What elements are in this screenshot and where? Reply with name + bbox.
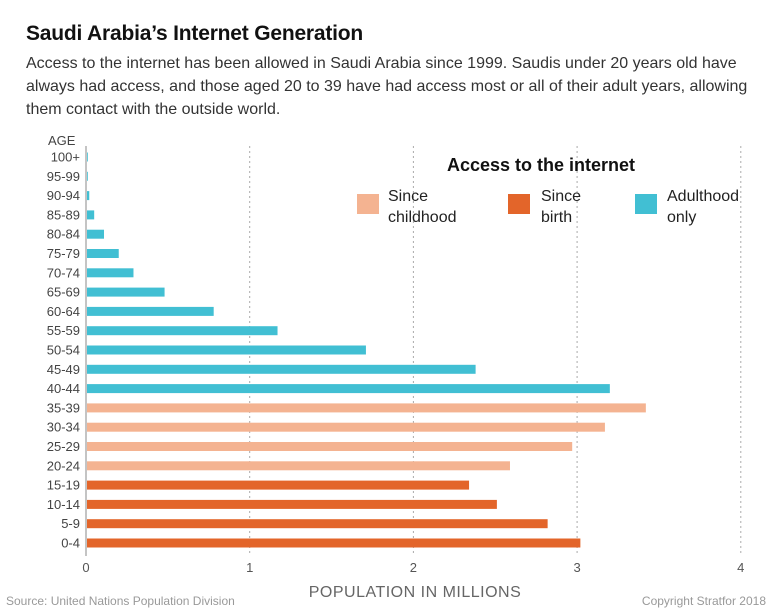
x-tick-4: 4 [737,560,744,575]
age-label-15-19: 15-19 [47,478,80,493]
source-note: Source: United Nations Population Divisi… [6,594,235,608]
legend: Access to the internet Since childhood S… [357,155,739,226]
bar-90-94 [87,191,90,201]
x-tick-2: 2 [410,560,417,575]
bar-65-69 [87,287,165,297]
copyright-note: Copyright Stratfor 2018 [641,594,766,608]
age-label-70-74: 70-74 [47,265,80,280]
legend-label-since-birth-line1: Since [541,188,581,205]
bar-75-79 [87,249,119,258]
age-labels: 100+ 95-99 90-94 85-89 80-84 75-79 70-74 65-69 6… [47,150,80,551]
x-axis-title: POPULATION IN MILLIONS [309,584,522,601]
age-label-60-64: 60-64 [47,304,80,319]
bar-80-84 [87,229,105,239]
age-label-75-79: 75-79 [47,246,80,261]
age-label-95-99: 95-99 [47,169,80,184]
legend-label-since-childhood-line1: Since [388,188,428,205]
bar-70-74 [87,268,134,278]
bar-60-64 [87,306,214,316]
bar-100+ [87,152,88,162]
x-tick-1: 1 [246,560,253,575]
legend-label-since-childhood-line2: childhood [388,209,457,226]
legend-label-adulthood-only-line2: only [667,209,696,226]
age-label-65-69: 65-69 [47,285,80,300]
bar-0-4 [87,538,581,548]
age-label-5-9: 5-9 [61,516,80,531]
y-axis-title: AGE [48,133,76,148]
bar-10-14 [87,499,497,509]
age-label-45-49: 45-49 [47,362,80,377]
bar-85-89 [87,210,95,220]
bar-25-29 [87,442,573,451]
age-label-80-84: 80-84 [47,227,80,242]
bar-55-59 [87,326,278,336]
chart-title: Saudi Arabia’s Internet Generation [26,22,364,45]
age-label-55-59: 55-59 [47,323,80,338]
x-tick-3: 3 [573,560,580,575]
age-label-40-44: 40-44 [47,381,80,396]
x-tick-0: 0 [82,560,89,575]
bar-5-9 [87,519,548,529]
age-label-50-54: 50-54 [47,343,80,358]
x-axis-ticks: 0 1 2 3 4 [82,560,744,575]
chart-subtitle: Access to the internet has been allowed … [26,55,748,118]
age-label-10-14: 10-14 [47,497,80,512]
age-label-35-39: 35-39 [47,400,80,415]
bar-35-39 [87,403,646,413]
legend-swatch-since-childhood [357,194,379,214]
age-label-90-94: 90-94 [47,188,80,203]
bar-45-49 [87,364,476,374]
bar-30-34 [87,422,605,432]
legend-swatch-adulthood-only [635,194,657,214]
age-label-25-29: 25-29 [47,439,80,454]
legend-label-adulthood-only-line1: Adulthood [667,188,739,205]
legend-label-since-birth-line2: birth [541,209,572,226]
legend-swatch-since-birth [508,194,530,214]
bar-95-99 [87,171,88,181]
age-label-0-4: 0-4 [61,536,80,551]
bar-50-54 [87,345,366,355]
age-label-20-24: 20-24 [47,458,80,473]
bar-20-24 [87,461,510,471]
age-label-85-89: 85-89 [47,207,80,222]
bars [87,152,646,548]
bar-15-19 [87,480,470,490]
legend-title: Access to the internet [447,155,635,175]
age-label-30-34: 30-34 [47,420,80,435]
bar-40-44 [87,384,610,394]
age-label-100+: 100+ [51,150,80,165]
